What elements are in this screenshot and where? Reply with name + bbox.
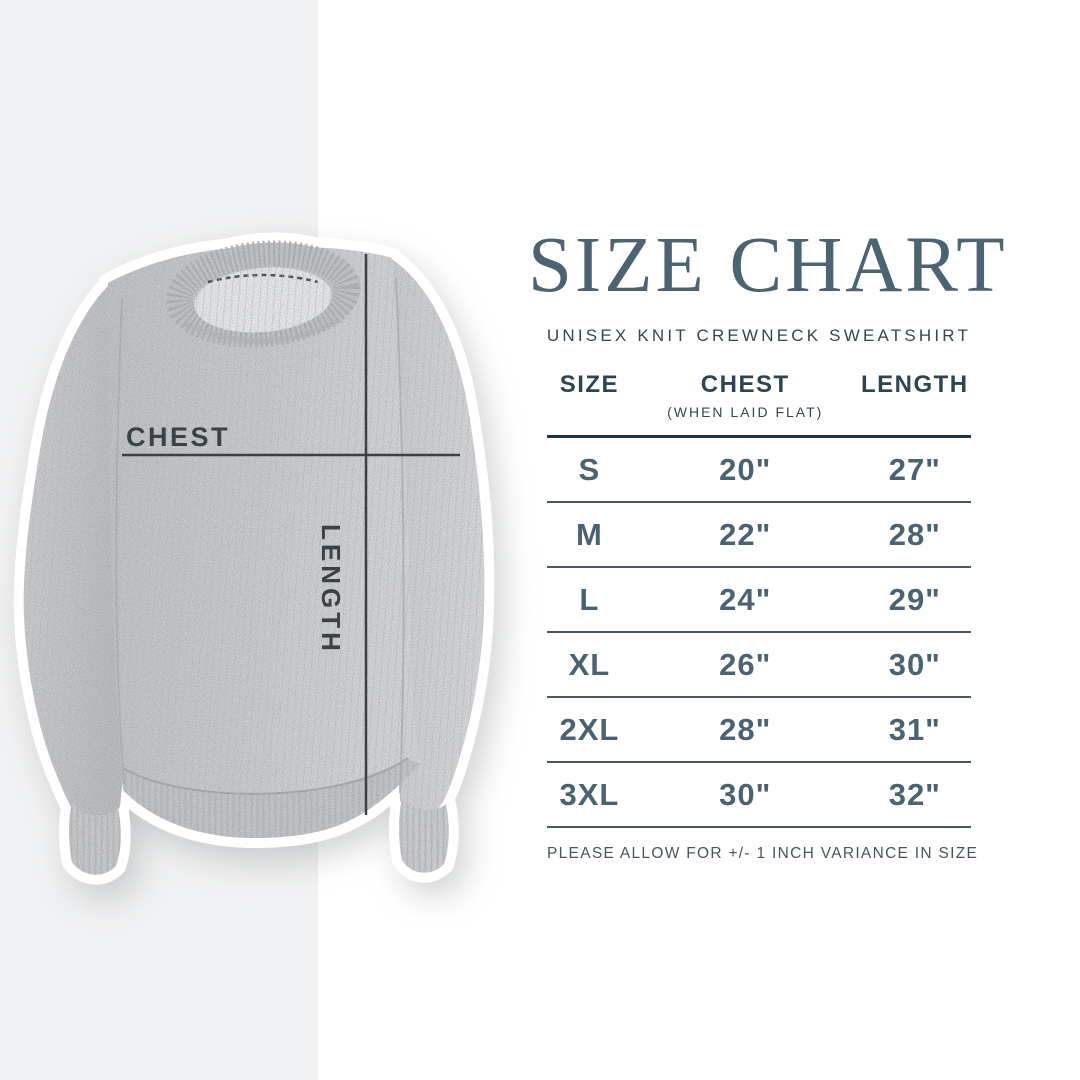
chest-label: CHEST bbox=[126, 422, 231, 452]
table-row: S 20" 27" bbox=[547, 438, 971, 503]
length-cell: 28" bbox=[888, 516, 941, 552]
size-chart-title: SIZE CHART bbox=[528, 222, 1008, 309]
header-chest: CHEST bbox=[700, 371, 790, 398]
length-cell: 31" bbox=[888, 711, 941, 747]
chest-cell: 26" bbox=[719, 646, 772, 682]
table-row: 2XL 28" 31" bbox=[547, 698, 971, 763]
size-cell: M bbox=[575, 516, 603, 552]
chest-note: (WHEN LAID FLAT) bbox=[667, 404, 824, 420]
table-row: L 24" 29" bbox=[547, 568, 971, 633]
table-row: XL 26" 30" bbox=[547, 633, 971, 698]
chest-cell: 22" bbox=[719, 516, 772, 552]
size-cell: L bbox=[579, 581, 600, 617]
length-cell: 32" bbox=[888, 776, 941, 812]
size-chart-panel: SIZE CHART UNISEX KNIT CREWNECK SWEATSHI… bbox=[528, 222, 1008, 863]
sweatshirt-image bbox=[10, 232, 500, 898]
header-length: LENGTH bbox=[860, 371, 969, 398]
length-label: LENGTH bbox=[316, 524, 346, 655]
variance-footnote: PLEASE ALLOW FOR +/- 1 INCH VARIANCE IN … bbox=[547, 845, 979, 862]
size-cell: S bbox=[578, 451, 601, 487]
size-table: SIZE CHEST (WHEN LAID FLAT) LENGTH S 20"… bbox=[547, 371, 979, 863]
chest-cell: 30" bbox=[719, 776, 772, 812]
chest-cell: 28" bbox=[719, 711, 772, 747]
size-cell: 2XL bbox=[559, 711, 620, 747]
size-chart-subtitle: UNISEX KNIT CREWNECK SWEATSHIRT bbox=[546, 326, 972, 345]
length-cell: 27" bbox=[888, 451, 941, 487]
table-row: 3XL 30" 32" bbox=[547, 763, 971, 828]
chest-cell: 24" bbox=[719, 581, 772, 617]
header-chest-group: CHEST (WHEN LAID FLAT) bbox=[632, 371, 859, 420]
length-cell: 30" bbox=[888, 646, 941, 682]
size-cell: XL bbox=[568, 646, 611, 682]
sweatshirt-garment bbox=[23, 234, 485, 875]
sweatshirt-diagram bbox=[10, 218, 500, 898]
chest-cell: 20" bbox=[719, 451, 772, 487]
header-size: SIZE bbox=[559, 371, 620, 398]
size-cell: 3XL bbox=[559, 776, 620, 812]
table-row: M 22" 28" bbox=[547, 503, 971, 568]
length-cell: 29" bbox=[888, 581, 941, 617]
table-header: SIZE CHEST (WHEN LAID FLAT) LENGTH bbox=[547, 371, 971, 438]
